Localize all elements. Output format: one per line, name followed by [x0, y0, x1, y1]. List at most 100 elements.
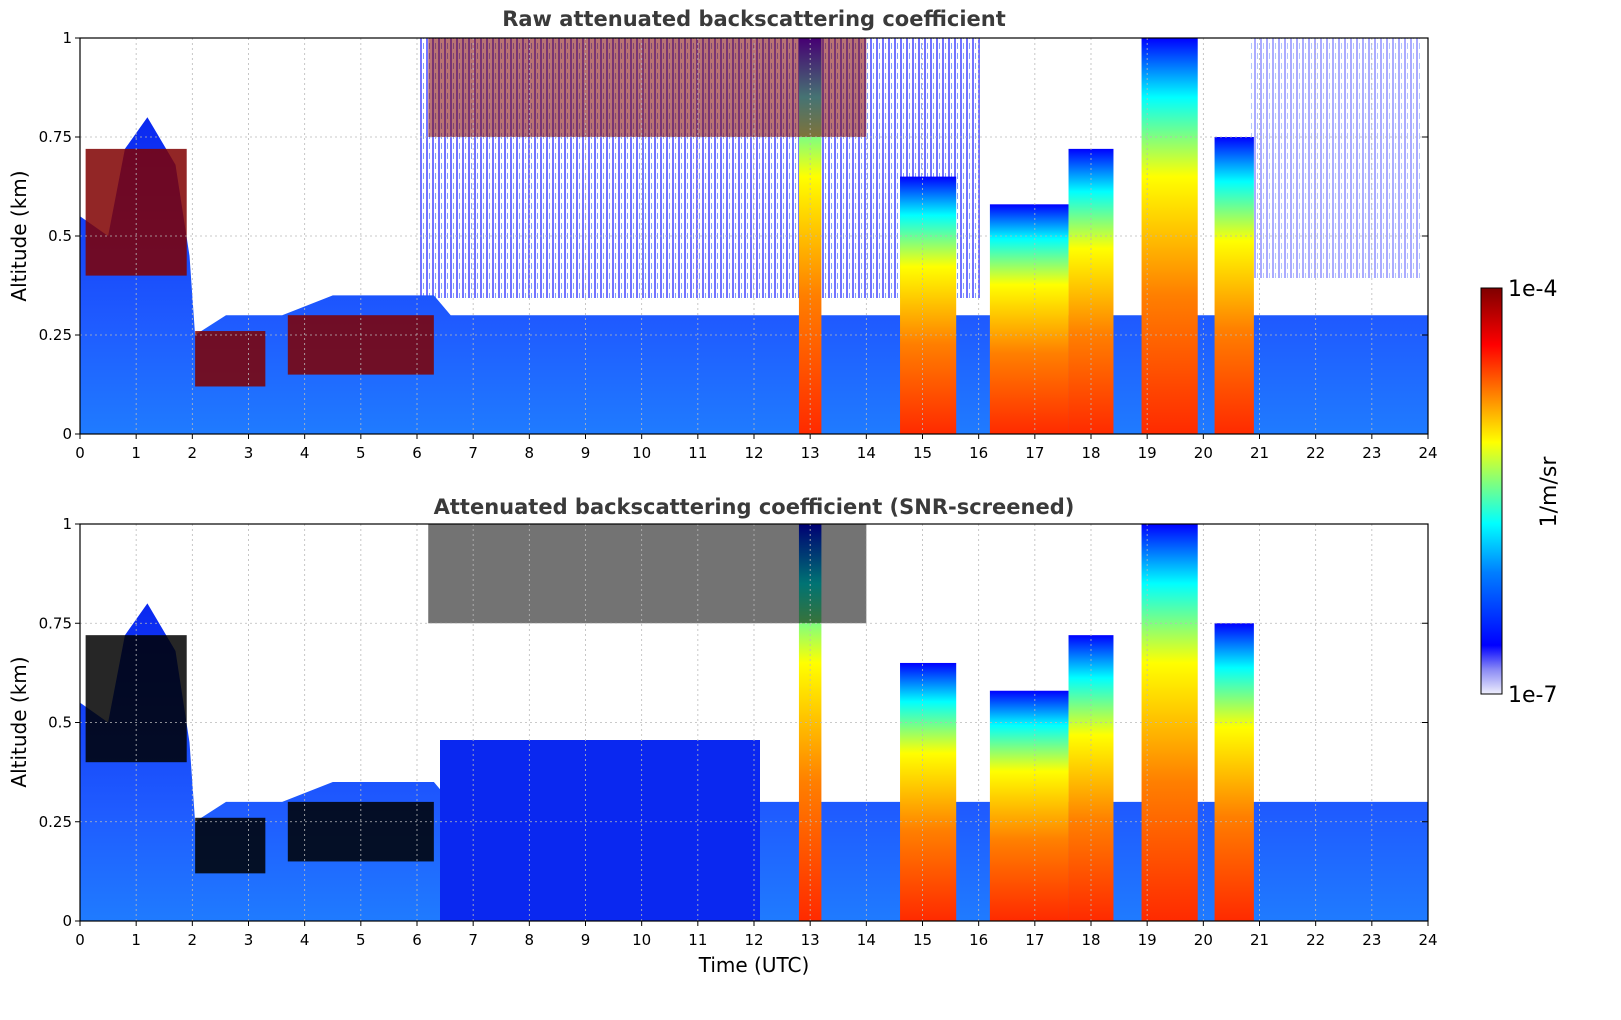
x-tick-label: 10 [632, 444, 651, 462]
y-tick-label: 0.25 [39, 326, 72, 344]
aerosol-band-0 [85, 148, 187, 276]
x-tick-label: 18 [1081, 444, 1100, 462]
grid-screened [80, 524, 1428, 921]
colorbar-scale [1480, 287, 1503, 695]
x-tick-label: 22 [1306, 931, 1325, 949]
residual-layer-screened [440, 740, 760, 921]
aerosol-band-2 [287, 801, 434, 862]
plume-4 [1141, 524, 1198, 921]
plume-2 [989, 690, 1069, 921]
plume-1 [900, 176, 957, 434]
y-axis-label-screened: Altitude (km) [7, 656, 31, 787]
x-tick-label: 13 [801, 931, 820, 949]
plume-5 [1214, 623, 1254, 921]
x-tick-label: 24 [1418, 931, 1437, 949]
x-tick-label: 16 [969, 444, 988, 462]
plume-2 [989, 204, 1069, 434]
x-tick-label: 11 [688, 444, 707, 462]
x-tick-label: 19 [1138, 444, 1157, 462]
x-tick-label: 1 [131, 444, 141, 462]
x-tick-label: 5 [356, 444, 366, 462]
y-axis-label-raw: Altitude (km) [7, 170, 31, 301]
x-axis-label-screened: Time (UTC) [698, 953, 810, 977]
x-tick-label: 3 [244, 444, 254, 462]
x-tick-label: 18 [1081, 931, 1100, 949]
x-tick-label: 2 [188, 444, 198, 462]
colorbar-max-label: 1e-4 [1508, 277, 1557, 302]
x-tick-label: 17 [1025, 444, 1044, 462]
colorbar: 1e-4 1e-7 1/m/sr [1480, 277, 1562, 708]
y-tick-label: 0.75 [39, 128, 72, 146]
plume-1 [900, 662, 957, 921]
panel-raw: Raw attenuated backscattering coefficien… [7, 7, 1438, 462]
x-tick-label: 14 [857, 931, 876, 949]
cloud-layer-screened [85, 524, 867, 874]
x-tick-label: 23 [1362, 931, 1381, 949]
x-tick-label: 8 [525, 444, 535, 462]
x-tick-label: 19 [1138, 931, 1157, 949]
x-tick-label: 7 [468, 444, 478, 462]
chart-title-raw: Raw attenuated backscattering coefficien… [502, 7, 1006, 31]
y-tick-label: 0.75 [39, 614, 72, 632]
x-tick-label: 6 [412, 931, 422, 949]
x-tick-label: 23 [1362, 444, 1381, 462]
x-tick-label: 21 [1250, 931, 1269, 949]
x-tick-label: 16 [969, 931, 988, 949]
colorbar-min-label: 1e-7 [1508, 683, 1557, 708]
upper-cloud-layer [428, 524, 867, 624]
upper-noise-raw-right [1250, 38, 1420, 278]
x-tick-label: 22 [1306, 444, 1325, 462]
x-tick-label: 20 [1194, 444, 1213, 462]
plume-4 [1141, 38, 1198, 434]
upper-cloud-layer [428, 38, 867, 137]
x-tick-label: 3 [244, 931, 254, 949]
x-tick-label: 1 [131, 931, 141, 949]
x-tick-label: 12 [744, 444, 763, 462]
y-tick-label: 0.5 [48, 714, 72, 732]
plume-5 [1214, 137, 1254, 434]
x-tick-label: 15 [913, 444, 932, 462]
x-tick-label: 21 [1250, 444, 1269, 462]
x-tick-label: 5 [356, 931, 366, 949]
x-tick-label: 7 [468, 931, 478, 949]
y-tick-label: 0 [62, 912, 72, 930]
y-tick-label: 1 [62, 515, 72, 533]
chart-title-screened: Attenuated backscattering coefficient (S… [434, 495, 1075, 519]
x-tick-label: 12 [744, 931, 763, 949]
x-tick-label: 6 [412, 444, 422, 462]
aerosol-band-1 [195, 817, 266, 874]
heatmap-screened [80, 524, 1428, 921]
x-tick-label: 17 [1025, 931, 1044, 949]
colorbar-unit-label: 1/m/sr [1537, 456, 1562, 528]
y-axis-raw: 0 0.25 0.5 0.75 1 [39, 29, 1428, 443]
x-axis-raw: 0 1 2 3 4 5 6 7 8 9 10 11 12 13 14 15 16 17 18 19 20 21 22 23 24 [75, 434, 1438, 462]
x-tick-label: 9 [581, 444, 591, 462]
y-tick-label: 1 [62, 29, 72, 47]
x-tick-label: 8 [525, 931, 535, 949]
x-tick-label: 15 [913, 931, 932, 949]
plumes-screened [798, 524, 1254, 921]
y-tick-label: 0.5 [48, 227, 72, 245]
y-tick-label: 0.25 [39, 813, 72, 831]
x-tick-label: 13 [801, 444, 820, 462]
plumes-raw [798, 38, 1254, 434]
x-tick-label: 24 [1418, 444, 1437, 462]
x-axis-screened: 0 1 2 3 4 5 6 7 8 9 10 11 12 13 14 15 16 17 18 19 20 21 22 23 24 [75, 921, 1438, 949]
plume-3 [1068, 148, 1114, 434]
grid-raw [80, 38, 1428, 434]
x-tick-label: 4 [300, 444, 310, 462]
x-tick-label: 0 [75, 444, 85, 462]
plume-3 [1068, 635, 1114, 921]
x-tick-label: 10 [632, 931, 651, 949]
aerosol-band-1 [195, 331, 266, 387]
x-tick-label: 4 [300, 931, 310, 949]
x-tick-label: 20 [1194, 931, 1213, 949]
panel-screened: Attenuated backscattering coefficient (S… [7, 495, 1438, 977]
x-tick-label: 0 [75, 931, 85, 949]
y-axis-screened: 0 0.25 0.5 0.75 1 [39, 515, 1428, 930]
x-tick-label: 11 [688, 931, 707, 949]
y-tick-label: 0 [62, 425, 72, 443]
aerosol-band-0 [85, 635, 187, 763]
x-tick-label: 2 [188, 931, 198, 949]
